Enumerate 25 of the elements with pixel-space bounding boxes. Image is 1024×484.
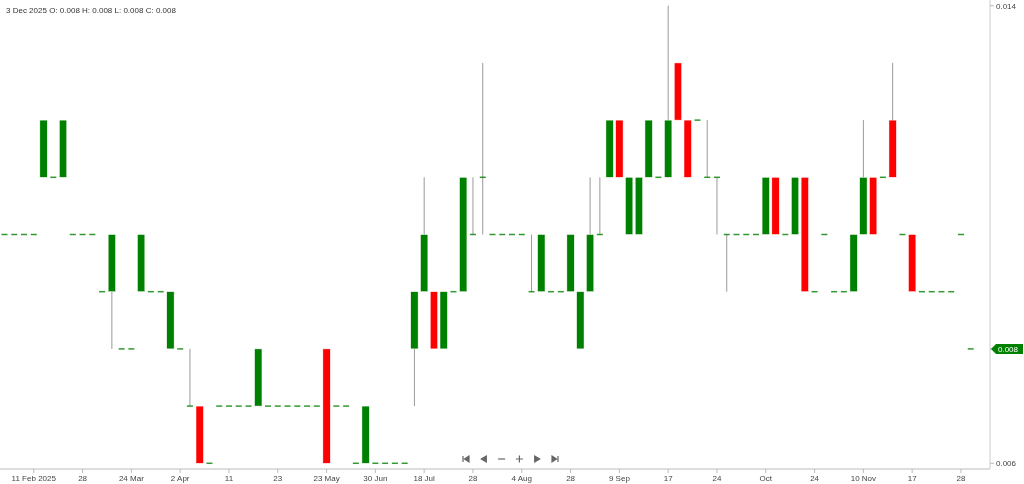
y-tick-label: 0.014 [996,1,1017,11]
x-tick-label: 28 [956,474,966,483]
x-tick-label: 11 Feb 2025 [11,474,57,483]
x-tick-label: 23 [273,474,283,483]
x-tick-label: 28 [78,474,88,483]
x-tick-label: 17 [907,474,918,483]
y-tick-label: 0.006 [996,459,1017,469]
x-tick-label: 17 [663,474,674,483]
x-tick-label: 11 [224,474,234,483]
x-tick-label: 30 Jun [363,474,388,483]
x-tick-label: 24 [810,474,820,483]
annotation: 3 Dec 2025 O: 0.008 H: 0.008 L: 0.008 C: 0.008 [6,6,177,15]
x-tick-label: 24 Mar [118,474,145,483]
candlestick [186,348,193,407]
x-tick-label: 9 Sep [608,474,631,483]
x-tick-label: 2 Apr [170,474,190,483]
x-tick-label: 18 Jul [413,474,436,483]
x-tick-label: 10 Nov [850,474,877,483]
x-tick-label: 4 Aug [511,474,533,483]
x-tick-label: 23 May [313,474,340,483]
x-tick-label: 28 [566,474,576,483]
x-tick-label: 28 [468,474,478,483]
y-tick-label: 0.008 [998,344,1019,354]
x-tick-label: 24 [712,474,722,483]
x-tick-label: Oct [759,474,773,483]
